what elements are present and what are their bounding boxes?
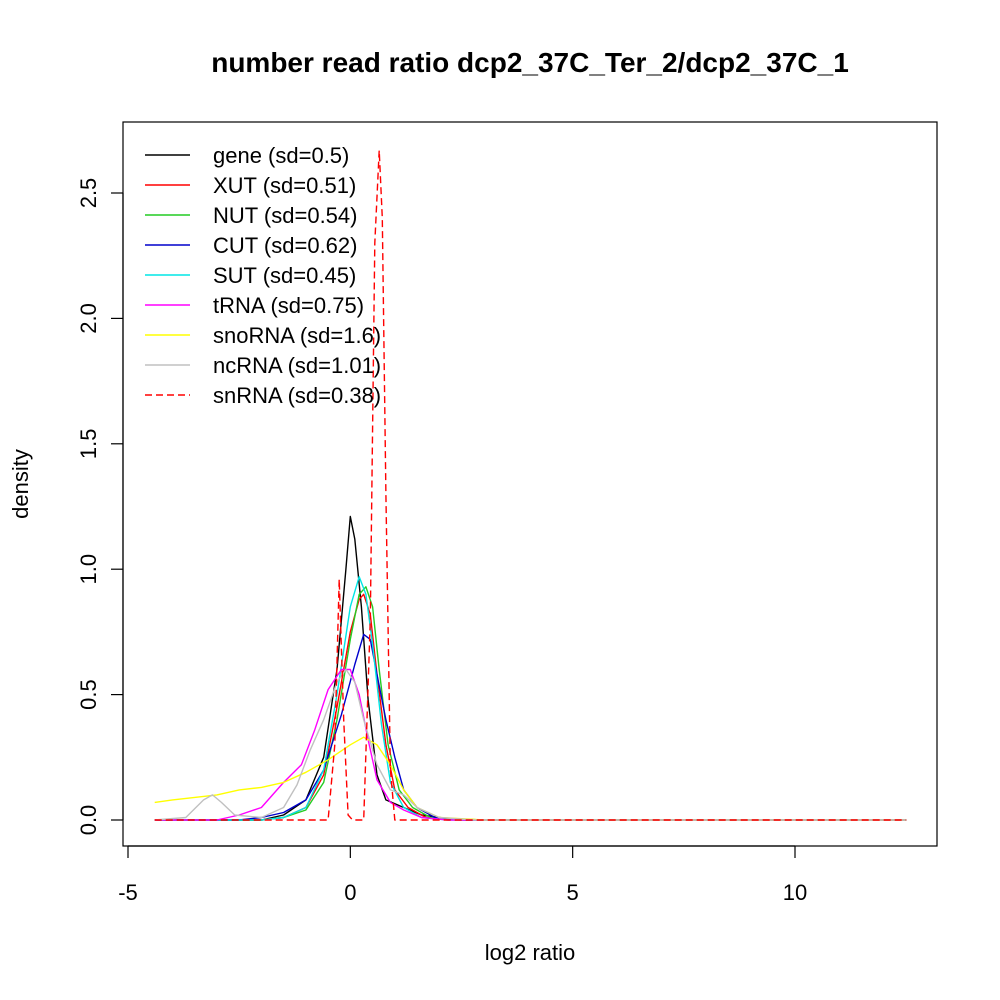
legend-label: NUT (sd=0.54) xyxy=(213,203,357,228)
legend-label: snoRNA (sd=1.6) xyxy=(213,323,381,348)
y-axis-label: density xyxy=(8,449,33,519)
legend-label: snRNA (sd=0.38) xyxy=(213,383,381,408)
legend: gene (sd=0.5) XUT (sd=0.51) NUT (sd=0.54) C… xyxy=(145,143,381,408)
y-axis: 0.0 0.5 1.0 1.5 2.0 2.5 xyxy=(76,178,124,836)
series-line-snrna xyxy=(154,149,907,821)
series-line-gene xyxy=(154,515,907,821)
series-lines xyxy=(154,149,907,821)
legend-label: ncRNA (sd=1.01) xyxy=(213,353,381,378)
series-line-nut xyxy=(154,586,907,821)
y-tick-label: 0.0 xyxy=(76,805,101,836)
series-line-trna xyxy=(154,668,907,821)
x-tick-label: 10 xyxy=(783,880,807,905)
y-tick-label: 2.5 xyxy=(76,178,101,209)
x-axis: -5 0 5 10 xyxy=(118,845,807,905)
series-line-snorna xyxy=(154,736,907,821)
y-tick-label: 1.0 xyxy=(76,554,101,585)
y-tick-label: 0.5 xyxy=(76,679,101,710)
series-line-cut xyxy=(154,633,907,821)
legend-label: tRNA (sd=0.75) xyxy=(213,293,364,318)
x-tick-label: 5 xyxy=(567,880,579,905)
y-tick-label: 2.0 xyxy=(76,303,101,334)
legend-label: CUT (sd=0.62) xyxy=(213,233,357,258)
plot-frame xyxy=(122,121,938,847)
series-line-ncrna xyxy=(154,668,907,821)
series-line-sut xyxy=(154,576,907,821)
x-axis-label: log2 ratio xyxy=(485,940,576,965)
x-tick-label: -5 xyxy=(118,880,138,905)
legend-label: gene (sd=0.5) xyxy=(213,143,349,168)
legend-label: XUT (sd=0.51) xyxy=(213,173,356,198)
legend-label: SUT (sd=0.45) xyxy=(213,263,356,288)
x-tick-label: 0 xyxy=(344,880,356,905)
chart-title: number read ratio dcp2_37C_Ter_2/dcp2_37… xyxy=(211,47,849,78)
y-tick-label: 1.5 xyxy=(76,429,101,460)
